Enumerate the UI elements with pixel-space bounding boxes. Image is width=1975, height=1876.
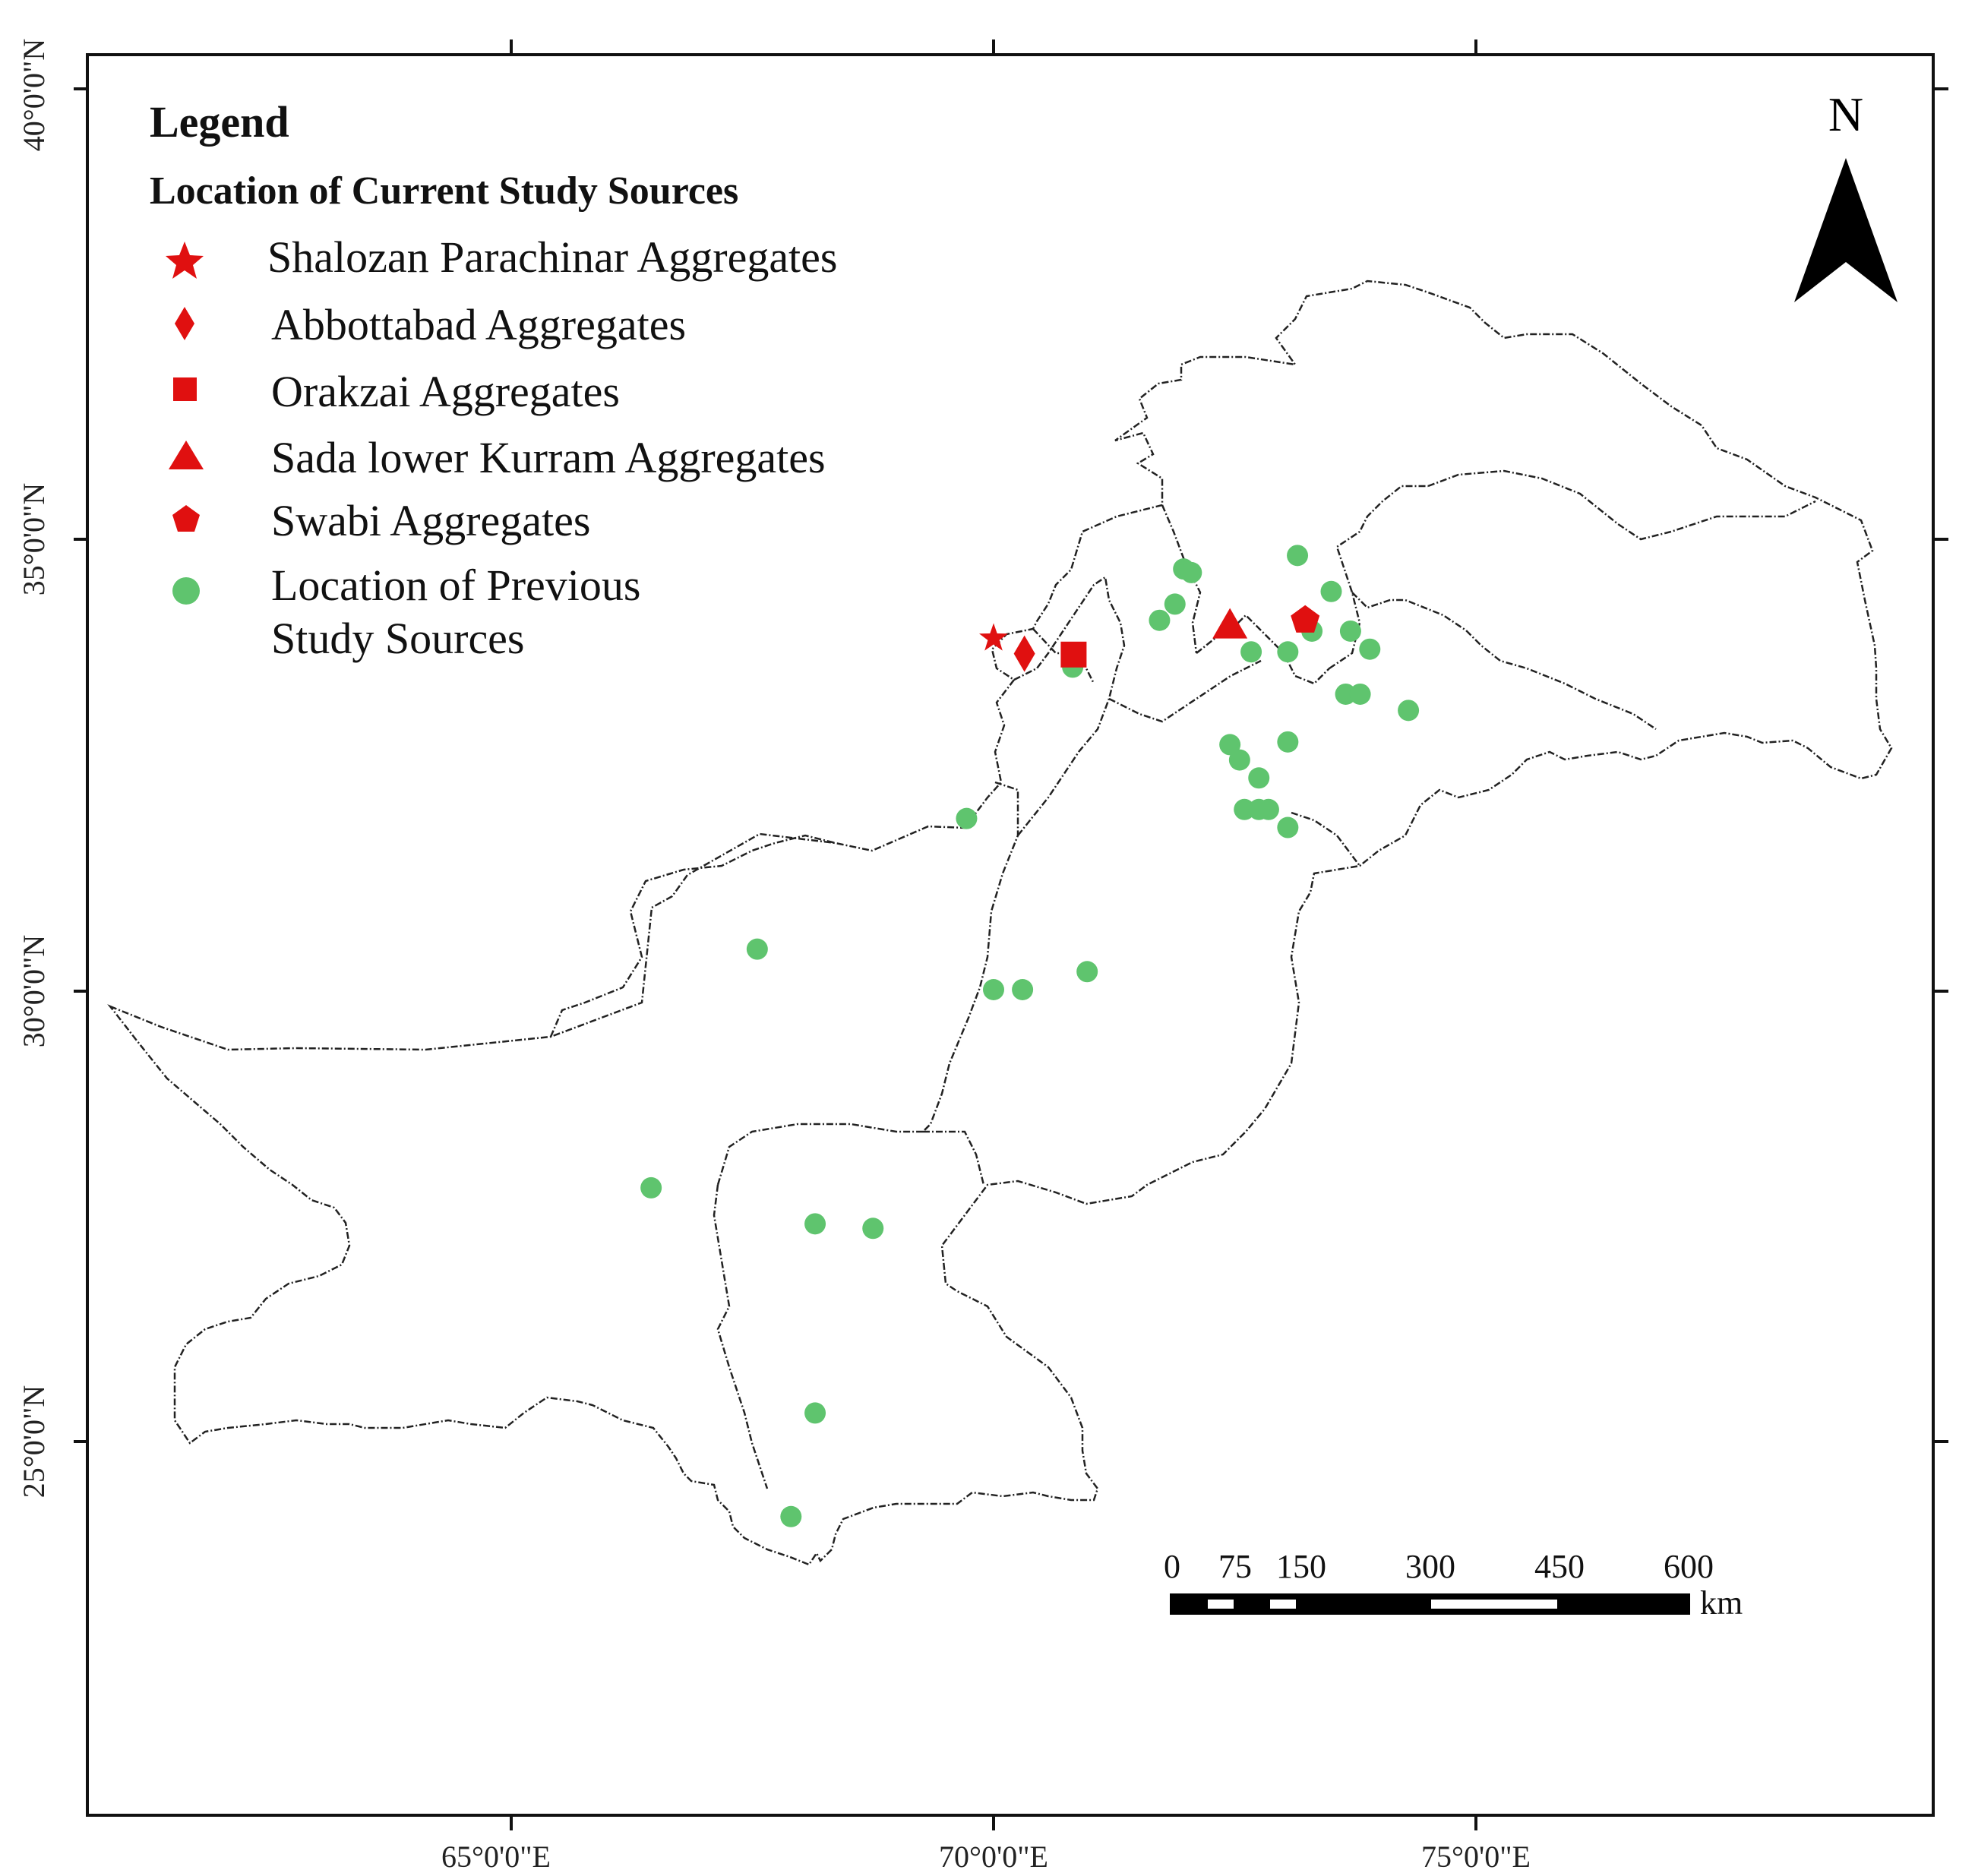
previous-study-point [1398, 700, 1420, 722]
previous-study-point [1248, 767, 1270, 789]
current-source-star-marker [979, 623, 1008, 651]
current-source-square-marker [1060, 641, 1087, 668]
lat-label-35: 35°0'0"N [17, 483, 51, 595]
legend-star-icon [166, 242, 204, 279]
scale-label: 450 [1534, 1548, 1585, 1585]
north-arrow-icon [1794, 158, 1898, 302]
lon-label-70: 70°0'0"E [939, 1840, 1048, 1874]
previous-study-point [1320, 580, 1342, 602]
legend: Legend Location of Current Study Sources… [150, 97, 838, 663]
legend-item-label: Orakzai Aggregates [271, 367, 620, 416]
map-frame [86, 53, 1935, 1817]
previous-study-point [640, 1176, 662, 1199]
legend-item-label: Study Sources [271, 614, 525, 663]
scale-label: 0 [1164, 1548, 1180, 1585]
current-study-points [979, 605, 1320, 672]
scale-label: 150 [1276, 1548, 1326, 1585]
north-label: N [1828, 87, 1863, 141]
scale-label: 300 [1405, 1548, 1455, 1585]
previous-study-point [1164, 593, 1186, 615]
legend-item-label: Shalozan Parachinar Aggregates [267, 232, 838, 282]
current-source-diamond-marker [1013, 635, 1035, 672]
legend-item-label: Sada lower Kurram Aggregates [271, 433, 826, 482]
current-source-triangle-marker [1212, 608, 1248, 639]
scale-bar: 0 75 150 300 450 600 km [1164, 1548, 1743, 1622]
north-arrow: N [1794, 87, 1898, 302]
scale-label: 600 [1664, 1548, 1714, 1585]
previous-study-point [1180, 561, 1202, 583]
previous-study-point [1287, 545, 1309, 567]
previous-study-point [804, 1402, 826, 1424]
previous-study-point [1257, 798, 1279, 820]
lat-label-40: 40°0'0"N [17, 39, 51, 151]
previous-study-point [956, 807, 978, 829]
previous-study-point [1149, 609, 1171, 631]
previous-study-point [1076, 961, 1098, 983]
previous-study-point [780, 1505, 802, 1527]
previous-study-point [1339, 620, 1361, 642]
graticule-ticks [74, 39, 1948, 1830]
previous-study-point [1219, 734, 1241, 756]
legend-circle-icon [172, 577, 200, 605]
country-outline [107, 280, 1893, 1566]
previous-study-point [804, 1213, 826, 1235]
legend-square-icon [173, 377, 197, 401]
legend-item-label: Swabi Aggregates [271, 496, 590, 545]
scale-label: 75 [1218, 1548, 1252, 1585]
previous-study-point [1359, 638, 1381, 660]
legend-subtitle: Location of Current Study Sources [150, 169, 738, 213]
previous-study-point [1228, 749, 1250, 771]
scale-unit: km [1700, 1584, 1743, 1622]
previous-study-point [1277, 731, 1299, 753]
legend-title: Legend [150, 97, 289, 147]
lon-label-75: 75°0'0"E [1421, 1840, 1531, 1874]
previous-study-point [1240, 641, 1262, 663]
legend-item-label: Location of Previous [271, 561, 640, 610]
previous-study-point [862, 1218, 884, 1240]
legend-triangle-icon [169, 441, 204, 469]
lat-label-25: 25°0'0"N [17, 1385, 51, 1498]
previous-study-point [746, 938, 768, 960]
legend-diamond-icon [175, 307, 194, 340]
previous-study-point [1277, 816, 1299, 839]
current-source-pentagon-marker [1291, 605, 1320, 633]
legend-pentagon-icon [172, 505, 200, 532]
lat-label-30: 30°0'0"N [17, 935, 51, 1047]
previous-study-point [983, 979, 1004, 1000]
previous-study-point [1277, 641, 1299, 663]
previous-study-points [640, 545, 1420, 1527]
previous-study-point [1012, 979, 1034, 1000]
previous-study-point [1349, 683, 1371, 705]
legend-item-label: Abbottabad Aggregates [271, 300, 686, 349]
lon-label-65: 65°0'0"E [441, 1840, 551, 1874]
